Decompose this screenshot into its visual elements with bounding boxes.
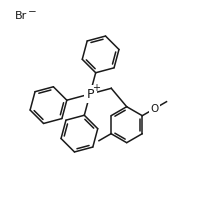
Text: −: −: [28, 7, 37, 17]
Text: +: +: [92, 83, 100, 93]
Text: O: O: [150, 104, 158, 114]
Text: Br: Br: [15, 11, 27, 21]
Text: P: P: [86, 88, 94, 101]
